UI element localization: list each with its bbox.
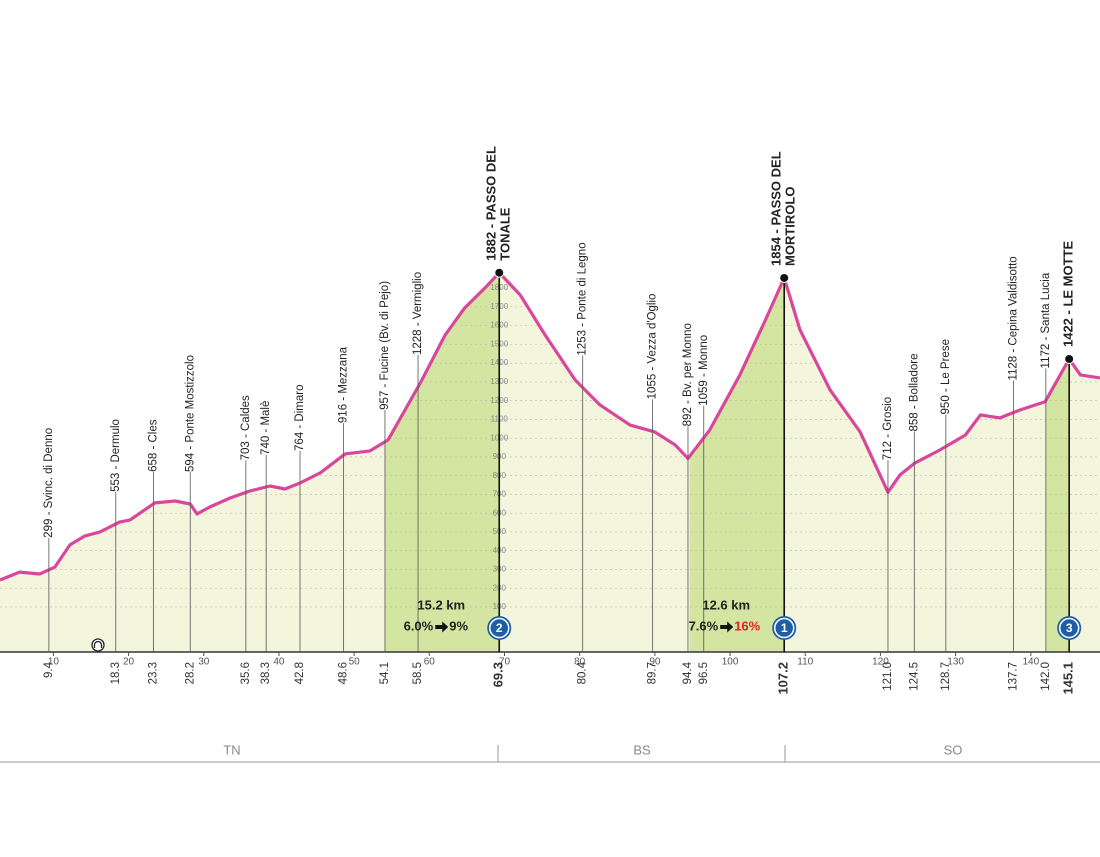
waypoint-label: 658 - Cles [147,419,159,472]
summit-label: 1882 - PASSO DEL [484,146,499,261]
x-tick-label: 20 [123,657,135,668]
climb-max: 9% [449,618,468,633]
x-tick-label: 60 [424,657,436,668]
km-label: 42.8 [294,662,306,684]
climb-marker [1058,617,1080,639]
km-label: 145.1 [1061,662,1076,695]
km-label: 121.0 [882,662,894,691]
waypoint-label: 740 - Malè [260,401,272,455]
waypoint-label: 892 - Bv. per Monno [682,323,694,426]
summit-label: 1422 - LE MOTTE [1061,240,1076,347]
waypoint-label: 957 - Fucine (Bv. di Pejo) [379,281,391,410]
waypoint-label: 299 - Svinc. di Denno [43,428,55,538]
climb-max: 16% [734,618,760,633]
waypoint-label: 916 - Mezzana [338,346,350,423]
waypoint-label: 950 - Le Prese [940,339,952,414]
km-label: 142.0 [1040,662,1052,691]
climb-category: 1 [781,621,788,635]
x-tick-label: 140 [1022,657,1039,668]
km-label: 94.4 [682,661,694,684]
x-tick-label: 80 [574,657,586,668]
km-label: 38.3 [260,662,272,684]
region-label: SO [944,742,963,757]
waypoint-label: 1059 - Monno [698,335,710,406]
climb-area [1045,359,1070,652]
summit-dot [779,272,790,283]
km-label: 18.3 [110,662,122,684]
region-label: BS [633,742,651,757]
profile-area [0,272,1100,652]
climb-category: 2 [496,621,503,635]
km-label: 69.3 [491,662,506,687]
km-label: 54.1 [379,662,391,684]
climb-marker [488,617,510,639]
km-label: 23.3 [147,662,159,684]
summit-dot [1064,354,1075,365]
climb-avg: 6.0% [404,618,434,633]
km-label: 9.4 [43,661,55,678]
km-label: 58.5 [412,662,424,684]
waypoint-label: 1228 - Vermiglio [412,272,424,355]
summit-label: TONALE [498,207,513,261]
x-tick-label: 10 [48,657,60,668]
summit-label: MORTIROLO [783,187,798,266]
km-label: 35.6 [240,662,252,684]
waypoint-label: 1172 - Santa Lucia [1040,272,1052,368]
summit-label: 1854 - PASSO DEL [769,151,784,266]
tunnel-icon [91,638,105,652]
km-label: 96.5 [698,662,710,684]
waypoint-label: 858 - Bolladore [908,354,920,432]
x-tick-label: 130 [947,657,964,668]
waypoint-label: 764 - Dimaro [294,385,306,451]
climb-area [689,277,785,652]
waypoint-label: 1055 - Vezza d'Oglio [647,294,659,400]
km-label: 137.7 [1008,662,1020,691]
x-tick-label: 100 [722,657,739,668]
tunnel-arch [93,640,103,648]
x-tick-label: 50 [349,657,361,668]
climb-avg: 7.6% [689,618,719,633]
km-label: 80.4 [577,661,589,684]
climb-area [384,272,500,652]
km-label: 128.7 [940,662,952,691]
tunnel-circle [91,638,105,652]
x-tick-label: 30 [198,657,210,668]
waypoint-label: 594 - Ponte Mostizzolo [184,355,196,472]
waypoint-label: 1253 - Ponte di Legno [577,242,589,355]
climb-length: 12.6 km [702,597,750,612]
summit-dot [494,267,505,278]
x-tick-label: 40 [273,657,285,668]
region-label: TN [223,742,240,757]
climb-marker [773,617,795,639]
waypoint-label: 553 - Dermulo [110,419,122,492]
climb-length: 15.2 km [417,597,465,612]
x-tick-label: 90 [649,657,661,668]
x-tick-label: 70 [499,657,511,668]
climb-category: 3 [1066,621,1073,635]
climb-arrow [435,621,449,633]
km-label: 107.2 [776,662,791,695]
climb-arrow [720,621,734,633]
km-label: 124.5 [908,662,920,691]
km-label: 89.7 [647,662,659,684]
x-tick-label: 120 [872,657,889,668]
waypoint-label: 703 - Caldes [240,395,252,460]
km-label: 48.6 [338,662,350,684]
km-label: 28.2 [184,662,196,684]
waypoint-label: 712 - Grosio [882,397,894,460]
x-tick-label: 110 [797,657,813,668]
waypoint-label: 1128 - Cepina Valdisotto [1008,256,1020,380]
